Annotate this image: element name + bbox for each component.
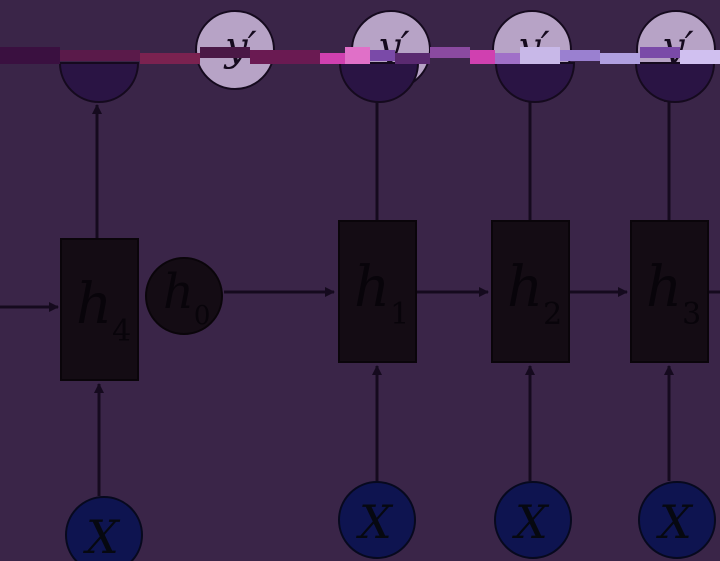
hidden-symbol: h bbox=[354, 255, 390, 320]
hidden-symbol: h bbox=[507, 255, 543, 320]
corruption-segment bbox=[370, 50, 395, 61]
output-nodes: y′ y′ y′ y′ bbox=[58, 10, 716, 103]
corruption-segment bbox=[560, 50, 600, 61]
input-label: X bbox=[512, 495, 550, 549]
svg-text:h0: h0 bbox=[163, 264, 210, 331]
corruption-segment bbox=[430, 47, 470, 58]
image-corruption-band bbox=[0, 47, 720, 64]
initial-state-symbol: h bbox=[163, 264, 194, 320]
hidden-subscript: 3 bbox=[682, 297, 701, 332]
svg-text:h3: h3 bbox=[646, 255, 701, 332]
hidden-subscript: 2 bbox=[543, 297, 562, 332]
corruption-segment bbox=[200, 47, 250, 58]
corruption-segment bbox=[680, 50, 720, 64]
edges bbox=[0, 92, 720, 496]
hidden-node-h4: h4 bbox=[60, 238, 139, 381]
svg-text:h1: h1 bbox=[354, 255, 409, 332]
hidden-subscript: 1 bbox=[390, 297, 409, 332]
corruption-segment bbox=[600, 53, 640, 64]
output-node-lower-2 bbox=[494, 62, 576, 103]
input-node-step-4: X bbox=[65, 496, 143, 561]
corruption-segment bbox=[495, 53, 520, 64]
input-label: X bbox=[356, 495, 394, 549]
input-nodes: X X X X bbox=[65, 481, 716, 561]
hidden-node-h1: h1 bbox=[338, 220, 417, 363]
corruption-segment bbox=[250, 50, 320, 64]
corruption-segment bbox=[320, 53, 345, 64]
hidden-nodes: h4 h1 h2 h3 bbox=[60, 220, 709, 381]
svg-text:h4: h4 bbox=[76, 272, 131, 349]
hidden-subscript: 4 bbox=[112, 314, 131, 349]
output-node-lower-left bbox=[58, 62, 140, 103]
output-node-lower-3 bbox=[634, 62, 716, 103]
corruption-segment bbox=[140, 53, 200, 64]
hidden-symbol: h bbox=[76, 272, 112, 337]
input-node-step-2: X bbox=[494, 481, 572, 559]
corruption-segment bbox=[60, 50, 140, 61]
hidden-symbol: h bbox=[646, 255, 682, 320]
input-label: X bbox=[656, 495, 694, 549]
initial-state-node: h0 bbox=[145, 257, 223, 335]
corruption-segment bbox=[470, 50, 495, 64]
output-node-lower-1 bbox=[338, 62, 420, 103]
corruption-segment bbox=[345, 47, 370, 64]
hidden-node-h3: h3 bbox=[630, 220, 709, 363]
corruption-segment bbox=[395, 53, 430, 64]
input-node-step-1: X bbox=[338, 481, 416, 559]
input-node-step-3: X bbox=[638, 481, 716, 559]
corruption-segment bbox=[640, 47, 680, 58]
hidden-node-h2: h2 bbox=[491, 220, 570, 363]
corruption-segment bbox=[0, 47, 60, 64]
corruption-segment bbox=[520, 47, 560, 64]
input-label: X bbox=[83, 510, 121, 561]
initial-state-subscript: 0 bbox=[194, 301, 211, 331]
svg-text:h2: h2 bbox=[507, 255, 562, 332]
